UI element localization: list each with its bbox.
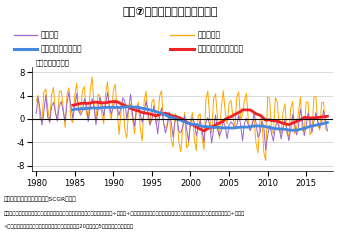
Text: （前年同期比％）: （前年同期比％） [35, 59, 69, 66]
Text: 実質賃金：トレンド: 実質賃金：トレンド [41, 44, 82, 53]
Text: 図表⑦　実質賃金と労働生産性: 図表⑦ 実質賃金と労働生産性 [122, 7, 218, 17]
Text: （注）日本銀行『経済・物価情勢の展望』を参考にした。実質賃金は「人件費÷人員数÷消費者物価指数」、労働生産性は「（営業利益＋人件費＋原価償却費）÷人員数: （注）日本銀行『経済・物価情勢の展望』を参考にした。実質賃金は「人件費÷人員数÷… [3, 211, 245, 216]
Text: ÷消費者物価指数」とした。ただし、トレンドは後方20四半期（5年）移動平均とした。: ÷消費者物価指数」とした。ただし、トレンドは後方20四半期（5年）移動平均とした… [3, 224, 134, 229]
Text: （出所：財務省、内閣府よりSCGR作成）: （出所：財務省、内閣府よりSCGR作成） [3, 196, 76, 202]
Text: 労働生産性：トレンド: 労働生産性：トレンド [197, 44, 243, 53]
Text: 労働生産性: 労働生産性 [197, 30, 220, 39]
Text: 実質賃金: 実質賃金 [41, 30, 59, 39]
